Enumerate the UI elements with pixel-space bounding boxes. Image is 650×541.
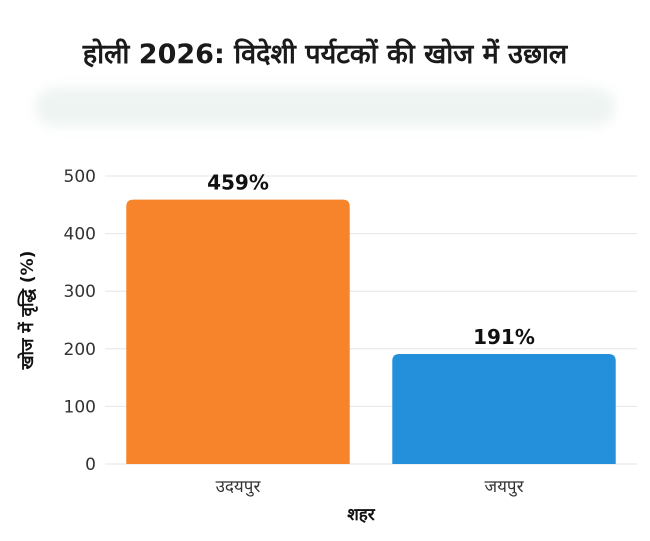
y-tick-label: 300 [64, 282, 96, 302]
y-tick-label: 100 [64, 397, 96, 417]
y-tick-labels: 0 100 200 300 400 500 [64, 167, 96, 475]
y-axis-title: खोज में वृद्धि (%) [17, 251, 38, 371]
chart-title: होली 2026: विदेशी पर्यटकों की खोज में उछ… [82, 39, 568, 70]
bar [392, 353, 616, 464]
y-tick-label: 200 [64, 340, 96, 360]
bars [126, 199, 616, 464]
x-tick-label: उदयपुर [216, 477, 262, 497]
bar-value-label: 459% [207, 171, 269, 195]
data-labels: 459% 191% [207, 171, 535, 349]
bar-value-label: 191% [473, 325, 535, 349]
blurred-subtitle [35, 88, 615, 126]
x-axis-title: शहर [347, 505, 376, 525]
y-tick-label: 0 [85, 455, 96, 475]
bar [126, 199, 350, 464]
x-tick-labels: उदयपुर जयपुर [216, 477, 525, 497]
y-tick-label: 500 [64, 167, 96, 187]
x-tick-label: जयपुर [484, 477, 524, 497]
y-tick-label: 400 [64, 225, 96, 245]
